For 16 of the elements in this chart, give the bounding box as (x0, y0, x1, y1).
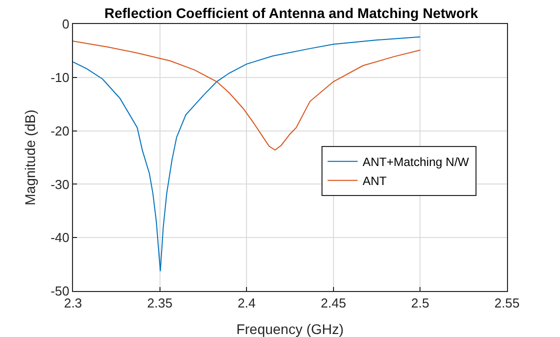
chart-title: Reflection Coefficient of Antenna and Matching Network (104, 5, 478, 22)
x-axis-title: Frequency (GHz) (236, 321, 344, 337)
x-tick-label: 2.55 (494, 296, 520, 311)
y-tick-label: -40 (50, 230, 70, 246)
legend-label: ANT (362, 174, 388, 188)
line-series (73, 40, 421, 151)
y-tick-label: -20 (50, 123, 70, 138)
x-tick-label: 2.45 (320, 296, 346, 311)
legend-label: ANT+Matching N/W (362, 155, 470, 170)
x-tick-label: 2.5 (411, 296, 430, 311)
y-tick-label: -30 (50, 176, 70, 192)
x-tick-label: 2.4 (238, 296, 256, 311)
y-tick-label: -10 (50, 70, 70, 85)
y-axis-title: Magnitude (dB) (22, 110, 38, 206)
y-tick-label: 0 (62, 16, 70, 32)
x-tick-label: 2.35 (147, 296, 172, 311)
